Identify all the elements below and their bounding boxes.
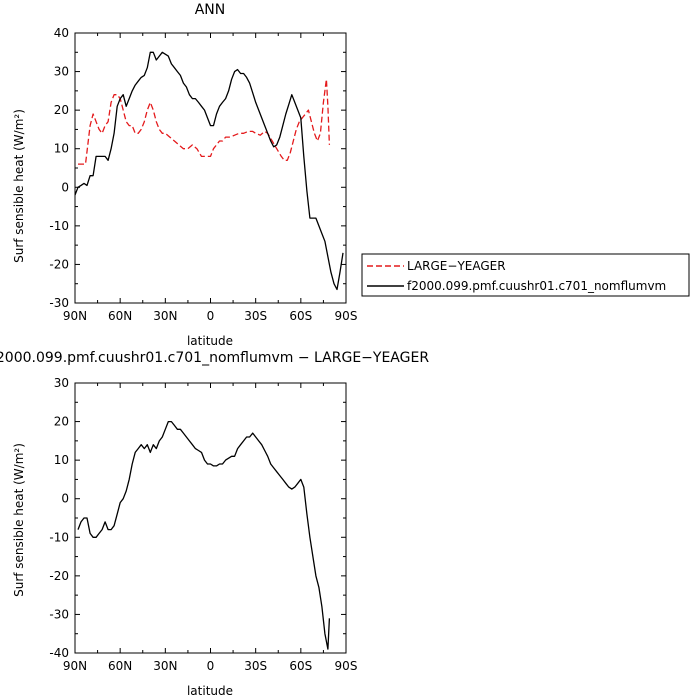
top-ytick-label: -30	[49, 296, 69, 310]
bottom-xtick-label: 30N	[153, 659, 177, 673]
bottom-chart-title: f2000.099.pmf.cuushr01.c701_nomflumvm − …	[0, 350, 429, 366]
top-ytick-label: -20	[49, 257, 69, 271]
bottom-xtick-label: 60N	[108, 659, 132, 673]
legend: LARGE−YEAGER f2000.099.pmf.cuushr01.c701…	[361, 253, 690, 297]
legend-label-f2000: f2000.099.pmf.cuushr01.c701_nomflumvm	[407, 279, 666, 293]
legend-box	[361, 253, 690, 297]
top-xtick-label: 30S	[244, 309, 267, 323]
top-chart-panel: ANN latitude Surf sensible heat (W/m²) -…	[12, 2, 357, 348]
bottom-ytick-label: -10	[49, 530, 69, 544]
bottom-ytick-label: -40	[49, 646, 69, 660]
bottom-xtick-label: 90N	[63, 659, 87, 673]
top-xtick-label: 90N	[63, 309, 87, 323]
top-xtick-label: 0	[207, 309, 215, 323]
bottom-ytick-label: 0	[61, 492, 69, 506]
bottom-series-line-0	[77, 420, 331, 650]
legend-label-large-yeager: LARGE−YEAGER	[407, 259, 506, 273]
top-ytick-label: 20	[54, 103, 69, 117]
top-xtick-label: 60S	[289, 309, 312, 323]
top-xtick-label: 90S	[335, 309, 358, 323]
top-ytick-label: 30	[54, 65, 69, 79]
bottom-xtick-label: 0	[207, 659, 215, 673]
bottom-xtick-label: 30S	[244, 659, 267, 673]
top-series-line-1	[74, 51, 344, 291]
bottom-ytick-label: -20	[49, 569, 69, 583]
top-xtick-label: 30N	[153, 309, 177, 323]
top-chart-ylabel: Surf sensible heat (W/m²)	[12, 109, 26, 263]
bottom-chart-panel: f2000.099.pmf.cuushr01.c701_nomflumvm − …	[0, 350, 429, 698]
bottom-ytick-label: 30	[54, 376, 69, 390]
top-series-line-0	[78, 78, 331, 165]
bottom-ytick-label: -30	[49, 607, 69, 621]
top-ytick-label: 10	[54, 142, 69, 156]
top-xtick-label: 60N	[108, 309, 132, 323]
bottom-ytick-label: 10	[54, 453, 69, 467]
bottom-xtick-label: 90S	[335, 659, 358, 673]
top-ytick-label: 40	[54, 26, 69, 40]
bottom-ytick-label: 20	[54, 415, 69, 429]
top-chart-xlabel: latitude	[187, 334, 233, 348]
top-ytick-label: -10	[49, 219, 69, 233]
top-chart-title: ANN	[195, 2, 226, 18]
bottom-xtick-label: 60S	[289, 659, 312, 673]
top-ytick-label: 0	[61, 180, 69, 194]
bottom-chart-ylabel: Surf sensible heat (W/m²)	[12, 443, 26, 597]
bottom-chart-xlabel: latitude	[187, 684, 233, 698]
